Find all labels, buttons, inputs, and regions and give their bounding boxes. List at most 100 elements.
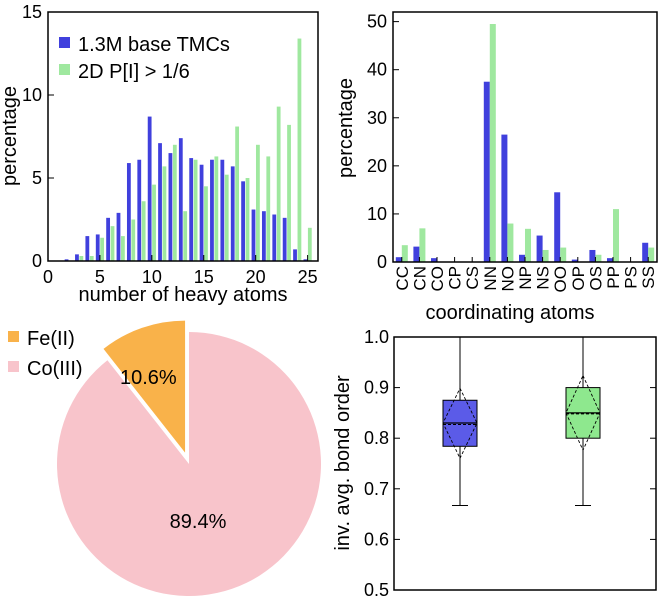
bar-base [571,259,578,262]
bar-base [642,242,649,262]
bar-filtered [235,126,240,261]
bar-filtered [79,256,84,261]
bar-base [168,153,173,261]
bar-filtered [507,223,514,262]
y-tick-label: 5 [32,168,42,188]
bar-filtered [162,166,167,261]
bar-filtered [131,219,136,261]
pie-label-co: 89.4% [170,511,227,533]
heavy-atoms-frame [47,11,319,262]
bar-base [554,192,561,262]
bar-filtered [401,245,408,262]
bar-base [158,143,162,261]
x-tick-label: OS [586,266,605,291]
bar-filtered [542,249,549,262]
coordinating-atoms-bars [395,24,655,263]
bar-base [241,181,246,261]
y-tick-label: 0.6 [364,529,389,549]
y-tick-label: 20 [367,156,387,176]
heavy-atoms-bars [64,38,312,262]
bar-base [75,254,79,261]
x-tick-label: CN [410,266,429,291]
bar-base [126,163,131,261]
x-tick-label: 25 [298,267,318,287]
legend-label-base: 1.3M base TMCs [78,34,230,56]
heavy-atoms-histogram: 0 5 10 15 20 25 0 5 10 15 number of heavy atoms p… [0,2,319,306]
bar-filtered [110,226,115,261]
coordinating-atoms-ylabel: percentage [335,78,357,178]
bar-filtered [419,228,426,262]
bar-base [116,212,121,261]
bar-base [178,138,183,261]
bar-base [199,164,204,261]
bar-base [272,214,277,261]
x-tick-label: CO [428,266,447,292]
bar-base [395,257,402,262]
y-tick-label: 50 [367,12,387,32]
bar-base [293,249,297,261]
bar-filtered [100,237,105,261]
bar-base [230,166,235,261]
bar-filtered [560,247,567,262]
x-tick-label: 10 [142,267,162,287]
bar-base [413,246,420,262]
x-tick-label: CS [463,266,482,290]
bar-filtered [245,178,250,261]
pie-legend: Fe(II) Co(III) [8,328,83,380]
bar-filtered [152,184,156,261]
bar-base [607,258,613,262]
y-tick-label: 30 [367,108,387,128]
y-tick-label: 0.5 [364,580,389,598]
bar-filtered [297,38,302,262]
pie-slice [57,332,321,596]
y-tick-label: 0.7 [364,479,389,499]
notch [442,387,478,460]
bar-filtered [204,186,208,261]
bar-base [536,235,543,262]
bar-base [64,259,69,261]
boxplot-frame [393,336,657,591]
bar-filtered [276,106,281,262]
bar-base [95,234,100,261]
x-tick-label: 5 [95,267,105,287]
x-tick-label: CC [393,266,412,291]
x-tick-label: 15 [194,267,214,287]
legend-label-co: Co(III) [27,358,83,380]
legend-label-fe: Fe(II) [27,328,75,350]
heavy-atoms-xlabel: number of heavy atoms [79,284,288,306]
x-tick-label: PS [622,266,641,289]
bar-filtered [89,256,94,261]
bar-filtered [224,174,229,261]
y-tick-label: 0.8 [364,428,389,448]
bar-filtered [183,211,188,261]
bar-filtered [613,209,619,262]
bar-filtered [595,254,602,262]
bar-base [501,134,508,262]
notch [565,374,601,452]
x-tick-label: NN [481,266,500,291]
bar-filtered [141,201,146,261]
bar-base [589,249,596,262]
y-tick-label: 0.9 [364,378,389,398]
y-tick-label: 0 [377,252,387,272]
legend-swatch-fe [8,331,19,342]
y-tick-label: 1.0 [364,327,389,347]
heavy-atoms-ticks: 0 5 10 15 20 25 0 5 10 15 [22,2,318,287]
bar-base [137,159,142,261]
coordinating-atoms-xlabel: coordinating atoms [426,302,595,324]
bar-filtered [287,124,291,261]
x-tick-label: SS [639,266,658,289]
bar-filtered [648,247,655,262]
bar-filtered [120,236,125,261]
bar-base [147,116,152,261]
legend-swatch-base [59,37,70,48]
legend-swatch-filtered [59,64,70,75]
pie-slice [103,320,186,453]
bar-base [85,236,90,261]
bar-filtered [193,159,198,261]
boxplot-ticks: 0.5 0.6 0.7 0.8 0.9 1.0 [364,327,656,598]
pie-slices [57,320,321,596]
x-tick-label: CP [446,266,465,290]
